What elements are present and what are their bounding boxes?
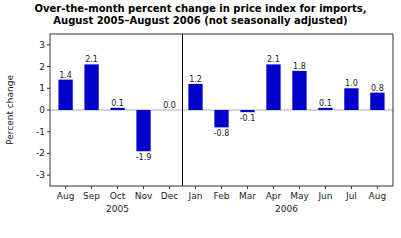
y-tick-label: -1 <box>36 127 45 137</box>
bar <box>214 110 228 127</box>
data-label: 2.1 <box>85 55 98 64</box>
bar <box>370 93 384 110</box>
x-tick-label: Jan <box>188 191 203 201</box>
data-label: 1.8 <box>293 62 306 71</box>
x-tick-label: Nov <box>135 191 153 201</box>
y-axis-label: Percent change <box>5 75 15 145</box>
data-label: 0.1 <box>111 99 124 108</box>
year-label: 2005 <box>106 204 129 214</box>
bar <box>136 110 150 151</box>
bar <box>188 84 202 110</box>
plot-frame <box>50 34 393 186</box>
data-label: 2.1 <box>267 55 280 64</box>
bars <box>58 64 384 151</box>
data-label: 0.8 <box>371 84 384 93</box>
x-tick-label: Aug <box>57 191 75 201</box>
x-tick-label: May <box>290 191 309 201</box>
data-label: 1.4 <box>59 71 72 80</box>
bar <box>240 110 254 112</box>
data-label: 1.2 <box>189 75 202 84</box>
data-label: -0.1 <box>240 114 256 123</box>
data-label: 0.1 <box>319 99 332 108</box>
data-label: -0.8 <box>214 129 230 138</box>
data-label: 1.0 <box>345 79 358 88</box>
subtitle: August 2005–August 2006 (not seasonally … <box>53 15 347 26</box>
x-tick-label: Mar <box>239 191 256 201</box>
y-tick-label: 2 <box>39 62 45 72</box>
chart: Over-the-month percent change in price i… <box>0 0 401 238</box>
y-tick-label: -3 <box>36 170 45 180</box>
bar <box>266 64 280 110</box>
chart-container: Over-the-month percent change in price i… <box>0 0 401 238</box>
y-tick-label: 3 <box>39 40 45 50</box>
bar <box>292 71 306 110</box>
bar <box>58 80 72 110</box>
x-tick-label: Oct <box>110 191 126 201</box>
bar <box>318 108 332 110</box>
x-tick-label: Sep <box>83 191 100 201</box>
bar <box>110 108 124 110</box>
y-tick-label: 1 <box>39 83 45 93</box>
x-tick-label: Apr <box>266 191 282 201</box>
year-label: 2006 <box>275 204 298 214</box>
x-tick-label: Jun <box>317 191 332 201</box>
x-tick-label: Jul <box>345 191 357 201</box>
bar <box>84 64 98 110</box>
y-tick-label: -2 <box>36 148 45 158</box>
title: Over-the-month percent change in price i… <box>35 3 367 14</box>
data-label: 0.0 <box>163 101 176 110</box>
x-tick-label: Aug <box>369 191 387 201</box>
bar <box>344 88 358 110</box>
y-tick-label: 0 <box>39 105 45 115</box>
data-label: -1.9 <box>136 153 152 162</box>
x-tick-label: Feb <box>214 191 230 201</box>
divider <box>182 34 183 186</box>
x-tick-label: Dec <box>161 191 178 201</box>
